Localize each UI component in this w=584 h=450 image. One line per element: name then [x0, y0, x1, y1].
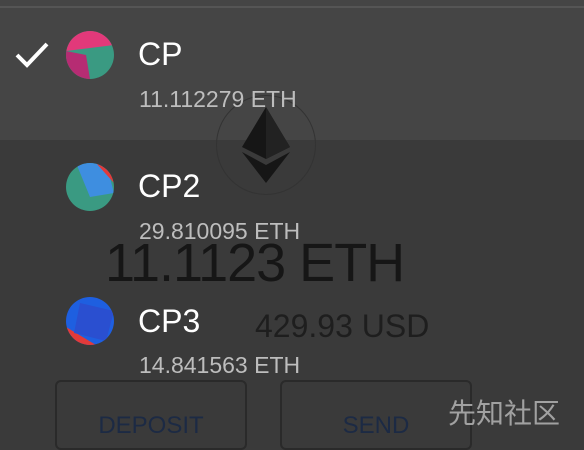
- watermark: 先知社区: [448, 398, 561, 429]
- deposit-button[interactable]: DEPOSIT: [55, 380, 247, 450]
- check-icon: [15, 42, 49, 68]
- eth-logo: [242, 107, 290, 183]
- account-balance: 11.112279 ETH: [139, 86, 297, 112]
- account-balance: 14.841563 ETH: [139, 352, 301, 378]
- account-icon: [66, 297, 114, 345]
- account-name[interactable]: CP3: [138, 303, 201, 339]
- send-button[interactable]: SEND: [280, 380, 472, 450]
- account-name[interactable]: CP: [138, 36, 183, 72]
- account-balance: 29.810095 ETH: [139, 218, 301, 244]
- account-icon: [66, 163, 114, 211]
- background-fiat: 429.93 USD: [255, 308, 430, 344]
- account-name[interactable]: CP2: [138, 168, 201, 204]
- eth-logo-circle: [216, 95, 316, 195]
- background-balance: 11.1123 ETH: [105, 233, 405, 293]
- divider: [0, 6, 584, 8]
- account-icon: [66, 31, 114, 79]
